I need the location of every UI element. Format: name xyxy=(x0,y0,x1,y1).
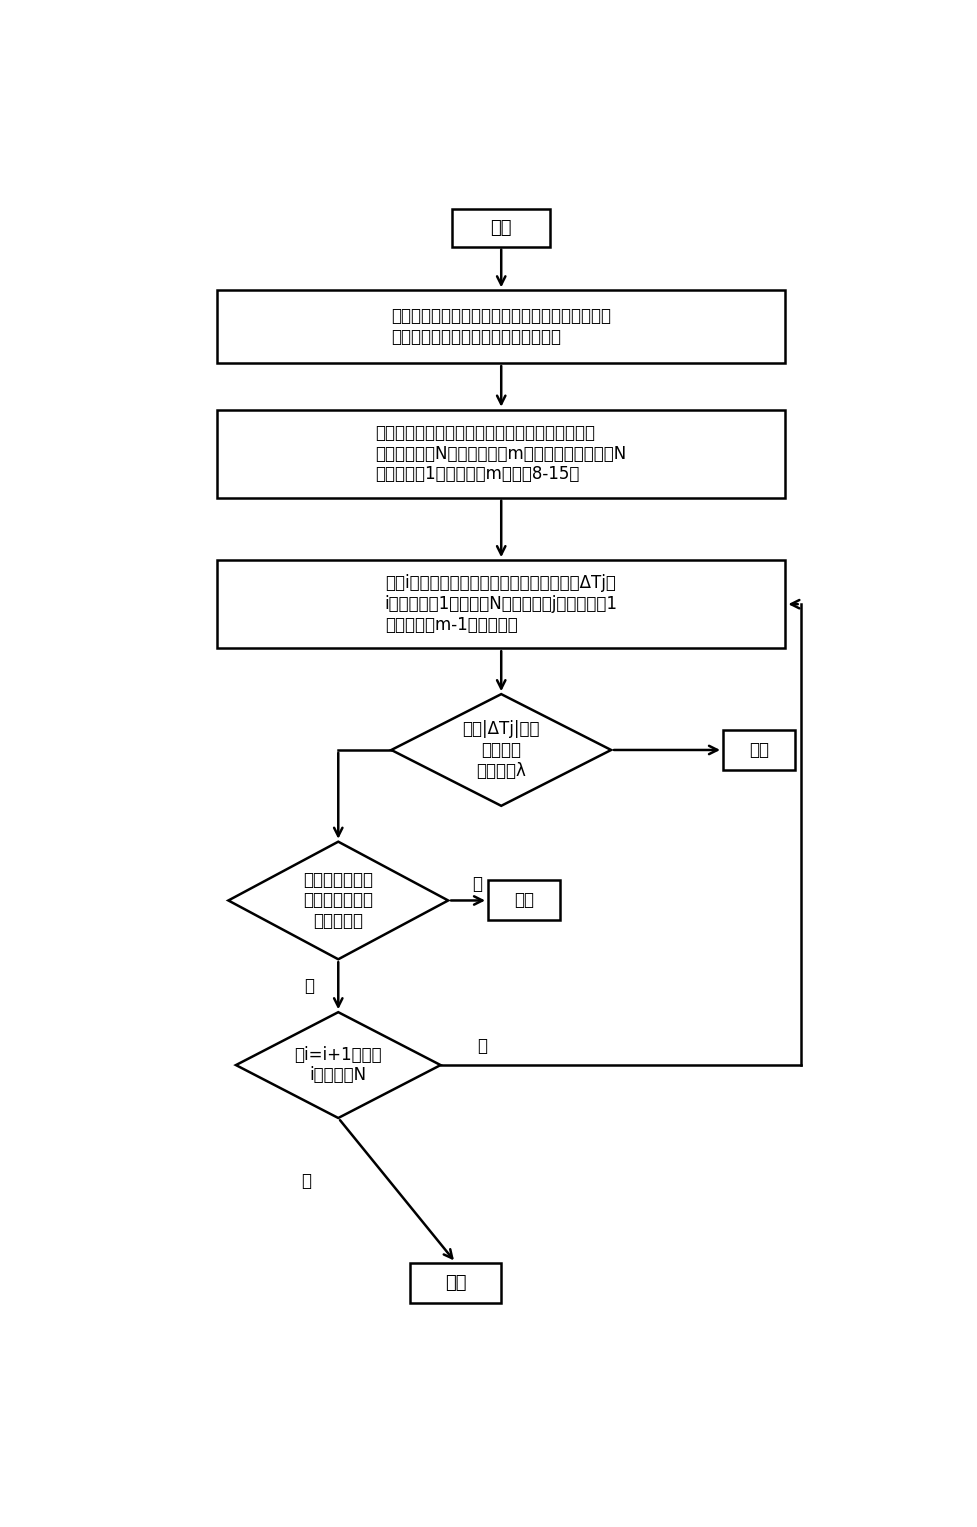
Text: 取i=i+1；判定
i是否大于N: 取i=i+1；判定 i是否大于N xyxy=(294,1046,382,1084)
Text: 否: 否 xyxy=(304,977,315,994)
FancyBboxPatch shape xyxy=(722,730,794,770)
Text: 开始: 开始 xyxy=(490,218,511,237)
FancyBboxPatch shape xyxy=(410,1263,501,1303)
Text: 对第i组中相邻的两个计数依次求取差値记为ΔTj，
i为大于等于1小于等于N的自然数，j为大于等于1
且小于等于m-1的自然数；: 对第i组中相邻的两个计数依次求取差値记为ΔTj， i为大于等于1小于等于N的自然… xyxy=(384,574,617,634)
Text: 对非正常数据进
行处理；判定是
否为正常値: 对非正常数据进 行处理；判定是 否为正常値 xyxy=(303,870,373,930)
FancyBboxPatch shape xyxy=(488,881,560,921)
FancyBboxPatch shape xyxy=(217,290,785,363)
Text: 判断|ΔTj|是否
小于等于
差値阈値λ: 判断|ΔTj|是否 小于等于 差値阈値λ xyxy=(462,721,539,780)
FancyBboxPatch shape xyxy=(217,409,785,498)
Text: 输出: 输出 xyxy=(514,892,533,910)
Polygon shape xyxy=(228,841,447,959)
Text: 是: 是 xyxy=(301,1171,311,1190)
FancyBboxPatch shape xyxy=(451,209,550,247)
FancyBboxPatch shape xyxy=(217,560,785,649)
Polygon shape xyxy=(235,1012,440,1118)
Text: 输出: 输出 xyxy=(748,741,768,759)
Text: 否: 否 xyxy=(477,1037,487,1055)
Text: 结束: 结束 xyxy=(445,1274,466,1292)
Text: 将波形输入信号进行分频处理，得到的新信号的高
电平或低电平为原始信号的整个周期；: 将波形输入信号进行分频处理，得到的新信号的高 电平或低电平为原始信号的整个周期； xyxy=(391,307,611,347)
Text: 利用时钟信号对经过分频后的高电平进行计数，对
计数依次分为N组，每组包含m个计数结果，其中：N
为大于等于1的自然数，m取値为8-15；: 利用时钟信号对经过分频后的高电平进行计数，对 计数依次分为N组，每组包含m个计数… xyxy=(375,425,626,484)
Text: 是: 是 xyxy=(472,875,482,893)
Polygon shape xyxy=(391,695,611,806)
